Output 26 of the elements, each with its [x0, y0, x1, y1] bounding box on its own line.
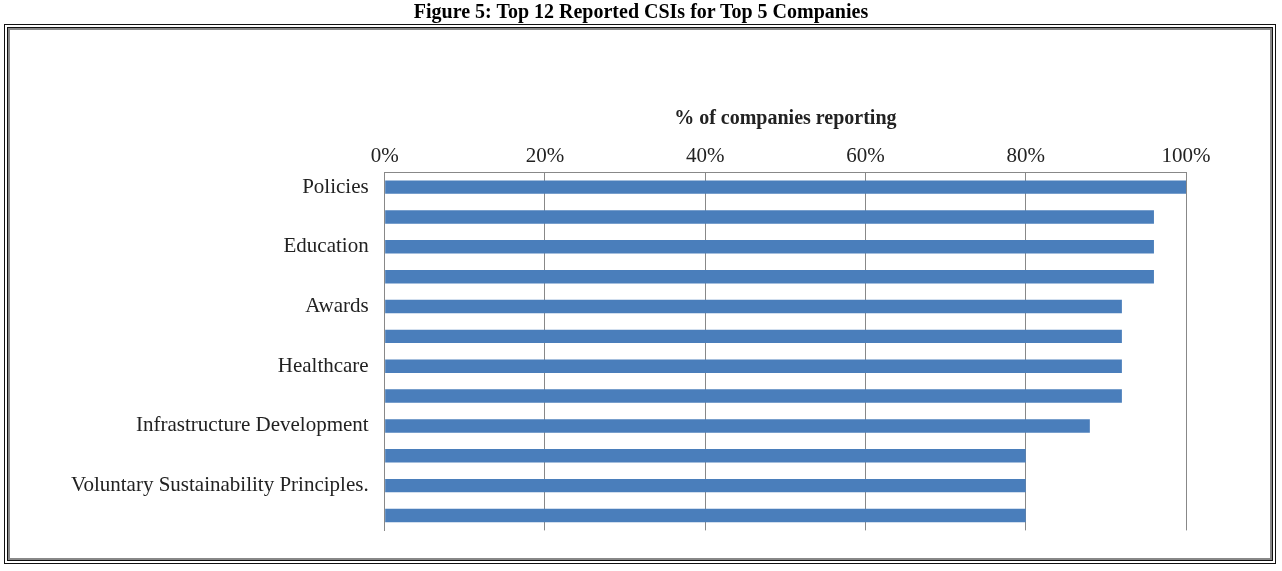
y-tick-label: Voluntary Sustainability Principles. — [70, 472, 369, 497]
x-axis-title: % of companies reporting — [674, 106, 897, 130]
x-tick-label: 40% — [685, 143, 725, 168]
y-tick-label: Policies — [302, 173, 369, 198]
bar — [385, 210, 1154, 224]
x-tick-label: 100% — [1161, 143, 1211, 168]
y-tick-label: Education — [283, 233, 370, 258]
bar — [385, 269, 1154, 284]
x-tick-label: 60% — [846, 143, 885, 168]
y-tick-label: Infrastructure Development — [136, 412, 369, 437]
bar — [385, 478, 1026, 493]
bar — [385, 329, 1122, 344]
x-tick-label: 20% — [525, 143, 565, 168]
y-tick-label: Awards — [305, 293, 369, 318]
y-tick-label: Healthcare — [277, 352, 369, 377]
bar — [385, 180, 1186, 194]
x-tick-label: 80% — [1006, 143, 1045, 168]
bar — [385, 240, 1154, 254]
bar — [385, 359, 1122, 373]
bar — [385, 389, 1122, 403]
bar — [385, 419, 1090, 433]
x-tick-label: 0% — [370, 143, 399, 168]
chart-title: Figure 5: Top 12 Reported CSIs for Top 5 Companies — [412, 0, 870, 22]
bar — [385, 449, 1026, 463]
bar — [385, 299, 1122, 314]
bar — [385, 508, 1026, 523]
